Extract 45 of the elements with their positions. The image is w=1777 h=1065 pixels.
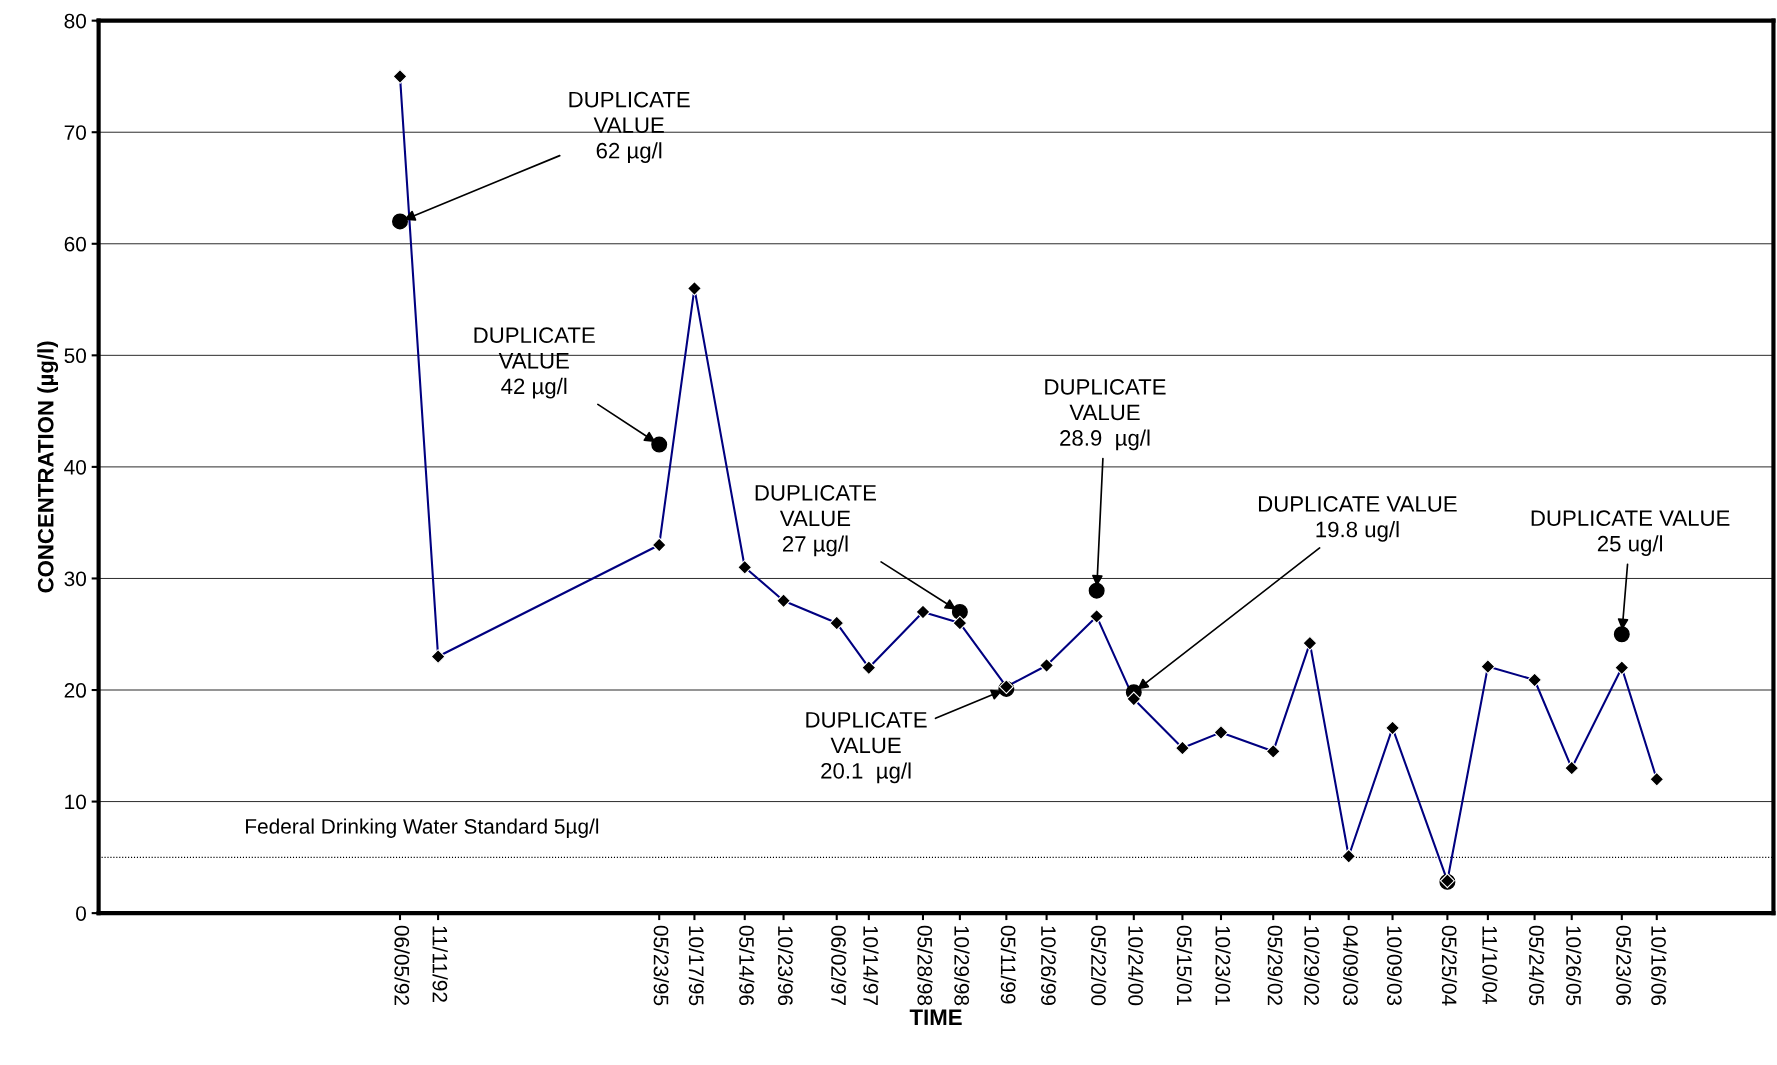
x-tick-label: 10/26/99 — [1041, 926, 1057, 1006]
x-tick-label: 10/26/05 — [1566, 926, 1582, 1006]
x-tick-label: 10/29/02 — [1304, 926, 1320, 1005]
annotation: DUPLICATE VALUE 19.8 ug/l — [1258, 496, 1457, 542]
x-tick-label: 06/05/92 — [394, 925, 410, 1005]
annotation: DUPLICATE VALUE 27 µg/l — [755, 484, 877, 557]
y-tick-label: 40 — [64, 459, 87, 475]
y-tick-label: 0 — [76, 906, 86, 921]
x-tick-label: 10/23/01 — [1215, 926, 1231, 1006]
annotation: DUPLICATE VALUE 20.1 µg/l — [806, 711, 927, 784]
x-axis-title: TIME — [909, 1009, 962, 1025]
x-tick-label: 04/09/03 — [1343, 925, 1359, 1006]
annotation: DUPLICATE VALUE 28.9 µg/l — [1045, 379, 1166, 451]
annotation: DUPLICATE VALUE 62 µg/l — [569, 91, 690, 163]
x-tick-label: 11/10/04 — [1482, 926, 1498, 1004]
y-tick-label: 70 — [64, 125, 87, 140]
ref-line-label: Federal Drinking Water Standard 5µg/l — [246, 818, 599, 838]
x-tick-label: 10/24/00 — [1128, 926, 1144, 1006]
x-tick-label: 05/28/98 — [917, 925, 933, 1006]
y-tick-label: 10 — [65, 794, 87, 810]
x-tick-label: 10/29/98 — [954, 926, 970, 1006]
annotation: DUPLICATE VALUE 25 ug/l — [1531, 510, 1730, 556]
x-tick-label: 10/09/03 — [1386, 926, 1403, 1006]
y-axis-title: CONCENTRATION (µg/l) — [37, 341, 59, 593]
x-tick-label: 05/25/04 — [1441, 925, 1458, 1006]
x-tick-label: 10/16/06 — [1651, 926, 1667, 1006]
x-tick-label: 10/17/95 — [688, 926, 705, 1006]
y-tick-label: 20 — [64, 683, 87, 698]
y-tick-label: 60 — [64, 236, 87, 252]
x-tick-label: 05/15/01 — [1176, 925, 1193, 1006]
x-tick-label: 05/14/96 — [739, 925, 755, 1006]
x-tick-label: 11/11/92 — [432, 926, 448, 1002]
x-tick-label: 05/24/05 — [1529, 925, 1545, 1006]
x-tick-label: 10/23/96 — [777, 926, 794, 1006]
x-tick-label: 06/02/97 — [831, 925, 847, 1005]
x-tick-label: 05/11/99 — [1000, 925, 1017, 1004]
x-tick-label: 10/14/97 — [863, 926, 879, 1005]
x-tick-label: 05/22/00 — [1091, 925, 1107, 1006]
annotation: DUPLICATE VALUE 42 µg/l — [474, 327, 595, 399]
y-tick-label: 50 — [64, 348, 87, 364]
x-tick-label: 05/23/95 — [653, 925, 669, 1006]
x-tick-label: 05/23/06 — [1616, 925, 1632, 1006]
y-tick-label: 30 — [64, 571, 87, 587]
y-tick-label: 80 — [64, 13, 87, 29]
x-tick-label: 05/29/02 — [1267, 925, 1283, 1005]
